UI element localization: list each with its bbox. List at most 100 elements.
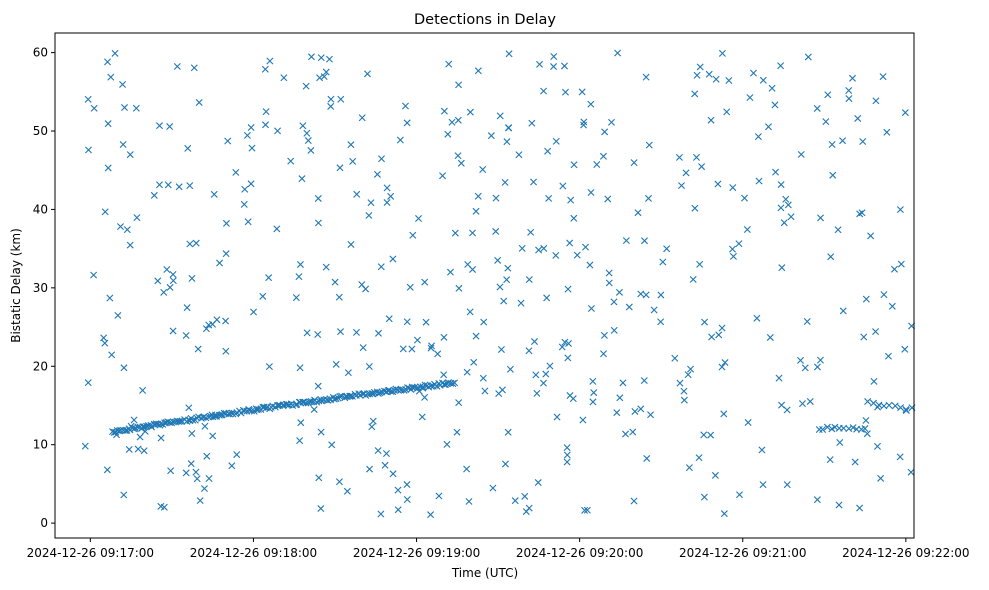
data-point <box>470 358 478 366</box>
data-point <box>835 501 843 509</box>
data-point <box>454 116 462 124</box>
data-point <box>735 240 743 248</box>
data-point <box>518 244 526 252</box>
data-point <box>718 363 726 371</box>
data-point <box>107 73 115 81</box>
data-point <box>119 80 127 88</box>
data-point <box>801 364 809 372</box>
data-point <box>422 318 430 326</box>
data-point <box>134 445 142 453</box>
data-point <box>363 70 371 78</box>
data-point <box>630 497 638 505</box>
data-point <box>565 340 573 347</box>
data-point <box>222 347 230 355</box>
data-point <box>163 266 171 273</box>
data-point <box>503 138 511 146</box>
y-tick-label: 10 <box>33 438 48 452</box>
data-point <box>783 406 791 414</box>
data-point <box>366 465 374 473</box>
data-point <box>503 276 511 284</box>
data-point <box>81 442 89 450</box>
data-point <box>464 260 472 268</box>
data-point <box>156 122 163 130</box>
data-point <box>166 283 174 291</box>
data-point <box>463 465 471 473</box>
data-point <box>819 425 827 433</box>
data-point <box>287 157 295 165</box>
data-point <box>353 190 361 198</box>
data-point <box>387 192 395 200</box>
data-point <box>546 362 554 370</box>
data-point <box>169 270 177 278</box>
data-point <box>858 209 866 217</box>
data-point <box>303 129 311 137</box>
data-point <box>418 413 426 421</box>
data-point <box>374 447 382 455</box>
data-point <box>247 124 255 132</box>
data-point <box>328 441 336 449</box>
data-point <box>84 379 92 387</box>
data-point <box>377 510 385 518</box>
data-point <box>120 364 128 372</box>
data-point <box>616 394 624 402</box>
data-point <box>440 371 448 379</box>
data-point <box>383 184 391 192</box>
data-point <box>119 141 127 148</box>
data-point <box>601 128 609 136</box>
data-point <box>561 88 569 96</box>
data-point <box>273 225 281 233</box>
data-point <box>127 422 135 430</box>
data-point <box>659 258 667 266</box>
data-point <box>824 91 832 99</box>
data-point <box>211 412 219 420</box>
data-point <box>563 444 571 452</box>
data-point <box>862 295 870 303</box>
data-point <box>755 177 763 185</box>
data-point <box>896 453 904 461</box>
data-point <box>680 387 688 395</box>
data-point <box>250 308 258 316</box>
data-point <box>525 347 533 355</box>
data-point <box>449 380 457 388</box>
data-point <box>192 239 200 247</box>
data-point <box>200 485 208 493</box>
data-point <box>845 87 853 94</box>
data-point <box>891 402 899 410</box>
data-points <box>81 49 916 519</box>
data-point <box>492 227 500 235</box>
data-point <box>643 454 651 462</box>
data-point <box>192 468 200 476</box>
data-point <box>111 49 119 57</box>
data-point <box>383 199 391 207</box>
data-point <box>133 214 141 222</box>
data-point <box>521 492 529 500</box>
data-point <box>454 152 462 160</box>
data-point <box>613 409 621 417</box>
data-point <box>265 363 273 371</box>
data-point <box>777 204 785 212</box>
data-point <box>166 123 174 131</box>
data-point <box>421 381 429 389</box>
data-point <box>84 95 92 103</box>
data-point <box>862 416 870 424</box>
x-tick-label: 2024-12-26 09:20:00 <box>516 546 643 560</box>
x-tick-label: 2024-12-26 09:22:00 <box>842 546 969 560</box>
data-point <box>310 406 318 414</box>
data-point <box>453 428 461 436</box>
data-point <box>721 359 729 367</box>
data-point <box>696 260 704 268</box>
data-point <box>515 151 523 159</box>
data-point <box>552 137 560 145</box>
data-point <box>396 136 404 144</box>
data-point <box>578 88 586 96</box>
data-point <box>530 178 538 186</box>
data-point <box>297 419 305 427</box>
data-point <box>676 379 684 387</box>
data-point <box>240 200 248 208</box>
data-point <box>296 260 304 268</box>
x-tick-label: 2024-12-26 09:19:00 <box>353 546 480 560</box>
x-tick-label: 2024-12-26 09:17:00 <box>27 546 154 560</box>
data-point <box>797 150 805 158</box>
data-point <box>856 210 864 218</box>
